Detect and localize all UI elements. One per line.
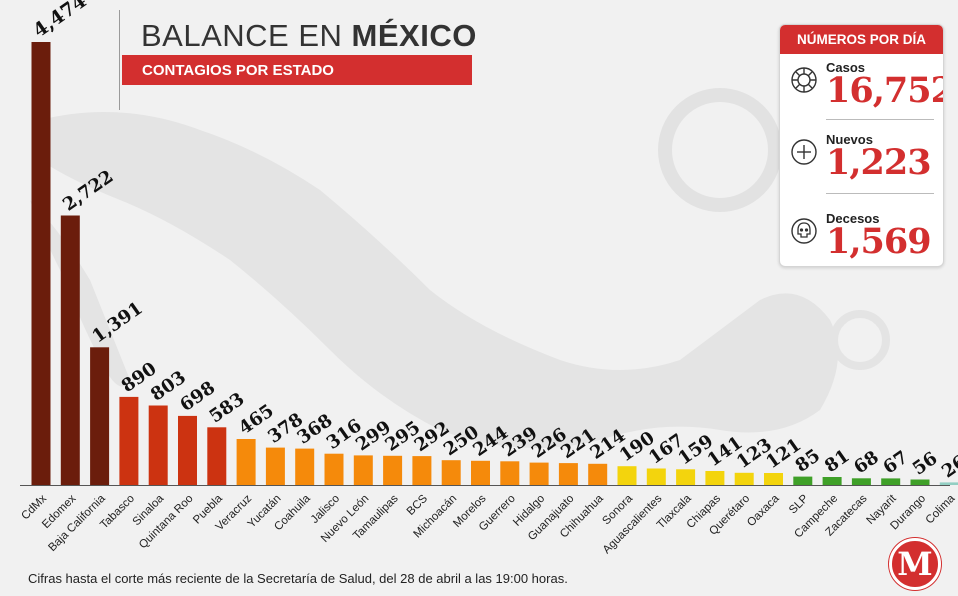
- bar-chiapas: [705, 471, 725, 485]
- bar-aguascalientes: [646, 468, 666, 485]
- stat-value: 1,569: [826, 221, 932, 262]
- page-title: BALANCE EN MÉXICO: [141, 18, 477, 54]
- bar-sinaloa: [148, 405, 168, 485]
- category-label: Oaxaca: [745, 492, 782, 529]
- value-label: 2,722: [59, 166, 117, 216]
- bar-oaxaca: [764, 473, 783, 485]
- bar-nayarit: [881, 478, 901, 485]
- bar-veracruz: [236, 439, 256, 485]
- bar-cdmx: [31, 42, 51, 485]
- bar-colima: [939, 482, 958, 485]
- value-label: 1,391: [88, 298, 146, 348]
- bar-tabasco: [119, 396, 139, 485]
- plus-circle-icon: [791, 139, 817, 165]
- bar-zacatecas: [851, 478, 871, 485]
- value-label: 81: [821, 445, 854, 477]
- bar-puebla: [207, 427, 227, 485]
- footnote: Cifras hasta el corte más reciente de la…: [28, 571, 568, 586]
- bar-guerrero: [500, 461, 520, 485]
- value-label: 56: [909, 448, 942, 480]
- bar-tlaxcala: [676, 469, 696, 485]
- bar-nuevo-león: [353, 455, 373, 485]
- bar-edomex: [60, 215, 80, 485]
- divider: [826, 119, 934, 120]
- subtitle-bar: CONTAGIOS POR ESTADO: [122, 55, 472, 85]
- value-label: 68: [850, 447, 883, 479]
- bar-morelos: [471, 460, 490, 485]
- bar-slp: [793, 476, 813, 485]
- bar-baja-california: [90, 347, 110, 485]
- stat-nuevos: Nuevos 1,223: [780, 129, 943, 191]
- bar-guanajuato: [558, 463, 578, 485]
- panel-heading: NÚMEROS POR DÍA: [780, 25, 943, 54]
- stat-label: Nuevos: [826, 132, 873, 147]
- bar-tamaulipas: [383, 455, 403, 485]
- bar-sonora: [617, 466, 637, 485]
- value-label: 67: [880, 447, 913, 479]
- stat-decesos: Decesos 1,569: [780, 208, 943, 266]
- daily-numbers-panel: NÚMEROS POR DÍA Casos 16,752 Nuevos 1,22…: [779, 24, 944, 267]
- divider: [826, 193, 934, 194]
- bar-hidalgo: [529, 462, 549, 485]
- value-label: 4,474: [29, 0, 90, 42]
- category-label: SLP: [787, 492, 811, 516]
- bar-querétaro: [734, 472, 754, 485]
- title-light: BALANCE EN: [141, 18, 343, 53]
- bar-durango: [910, 479, 930, 485]
- bar-quintana-roo: [178, 415, 197, 485]
- bar-yucatán: [265, 447, 285, 485]
- stat-label: Decesos: [826, 211, 880, 226]
- milenio-logo: M: [889, 538, 941, 590]
- stat-label: Casos: [826, 60, 866, 75]
- category-label: Colima: [924, 492, 958, 526]
- header-divider: [119, 10, 120, 110]
- bar-bcs: [412, 456, 432, 485]
- bar-coahuila: [295, 448, 315, 485]
- stat-value: 1,223: [826, 142, 932, 183]
- virus-icon: [791, 67, 817, 93]
- stat-casos: Casos 16,752: [780, 57, 943, 119]
- bar-campeche: [822, 477, 842, 485]
- logo-letter: M: [897, 545, 933, 583]
- bar-chihuahua: [588, 463, 608, 485]
- category-label: BCS: [405, 492, 430, 517]
- stat-value: 16,752: [826, 70, 944, 111]
- bar-jalisco: [324, 453, 344, 485]
- subtitle: CONTAGIOS POR ESTADO: [142, 62, 334, 79]
- bar-michoacán: [441, 460, 461, 485]
- skull-icon: [791, 218, 817, 244]
- value-label: 26: [938, 451, 958, 483]
- title-bold: MÉXICO: [351, 18, 477, 53]
- category-label: Quintana Roo: [137, 493, 196, 552]
